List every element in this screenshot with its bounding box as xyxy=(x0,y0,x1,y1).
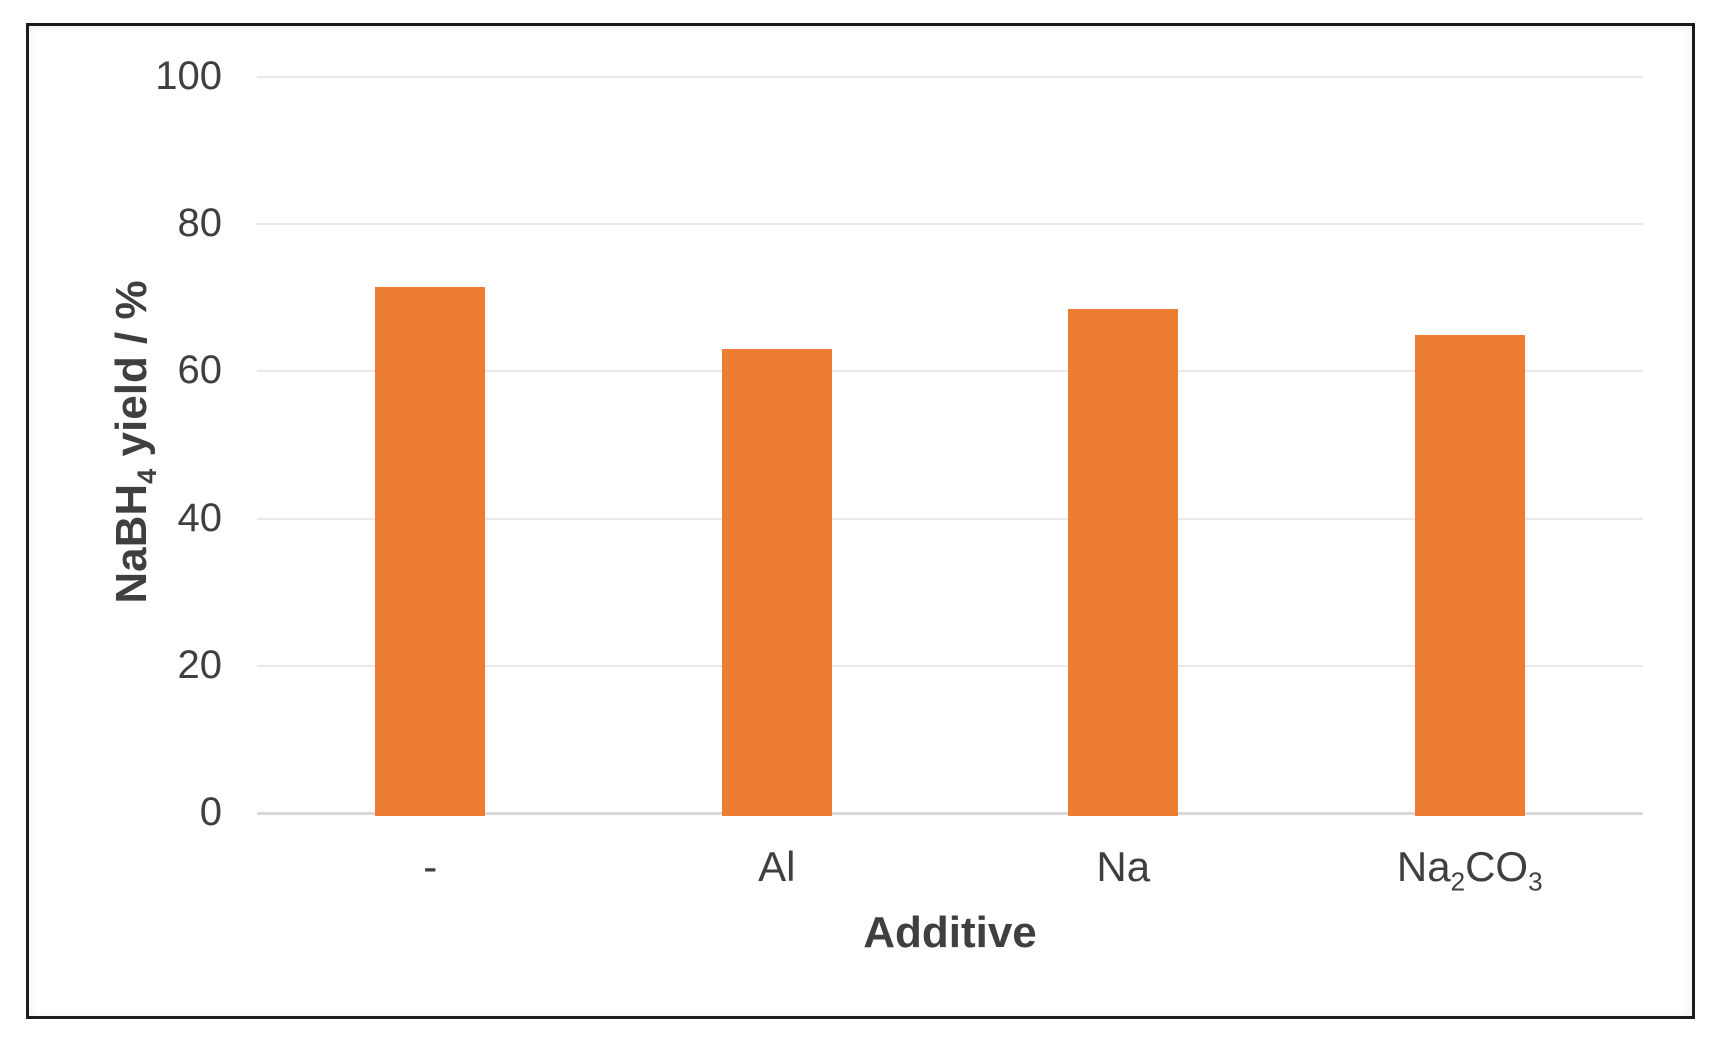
x-category-label-na2co3: Na2CO3 xyxy=(1297,843,1644,894)
gridline xyxy=(257,370,1643,373)
x-category-label-al: Al xyxy=(604,843,951,891)
text-part: - xyxy=(423,843,438,890)
subscript-text: 3 xyxy=(1528,866,1543,897)
subscript-text: 2 xyxy=(1450,866,1466,897)
y-tick-label: 20 xyxy=(177,642,223,687)
y-tick-label: 0 xyxy=(199,790,222,835)
y-tick-label: 80 xyxy=(177,201,223,246)
text-part: Al xyxy=(758,843,796,890)
text-part: CO xyxy=(1465,843,1529,890)
y-tick-label: 100 xyxy=(155,54,222,99)
subscript-text: 4 xyxy=(130,468,162,484)
y-tick-label: 40 xyxy=(177,495,223,540)
x-category-label-none: - xyxy=(257,843,604,891)
gridline xyxy=(257,76,1643,78)
bar-na2co3 xyxy=(1414,334,1525,816)
gridline xyxy=(257,223,1643,226)
y-tick-label: 60 xyxy=(177,348,223,393)
bar-al xyxy=(721,349,832,816)
gridline xyxy=(257,664,1643,667)
text-part: Na xyxy=(1096,843,1151,890)
bar-none xyxy=(375,286,486,816)
x-axis-title: Additive xyxy=(863,908,1037,957)
x-axis-line xyxy=(257,812,1643,815)
bar-na xyxy=(1068,308,1179,816)
y-axis-title: NaBH4 yield / % xyxy=(107,280,162,603)
gridline xyxy=(257,517,1643,520)
x-category-label-na: Na xyxy=(950,843,1297,891)
text-part: Na xyxy=(1396,843,1451,890)
